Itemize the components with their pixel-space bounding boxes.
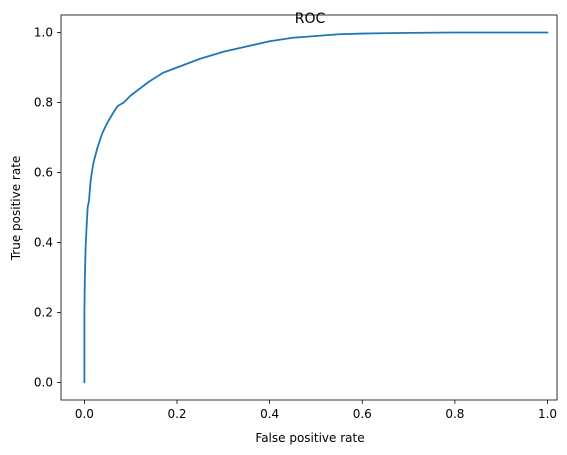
x-tick-label: 0.2 [167,407,186,421]
x-tick-label: 0.0 [75,407,94,421]
y-tick-label: 0.8 [34,96,53,110]
x-tick-label: 0.6 [353,407,372,421]
roc-curve-line [83,31,549,384]
x-axis-label: False positive rate [255,431,364,445]
x-tick-label: 0.4 [260,407,279,421]
y-tick-label: 0.0 [34,376,53,390]
y-tick-label: 0.6 [34,166,53,180]
y-tick-label: 1.0 [34,26,53,40]
y-tick-label: 0.2 [34,306,53,320]
y-axis-label: True positive rate [9,156,23,262]
chart-title: ROC [295,11,326,27]
ticks-layer: 0.0 0.2 0.4 0.6 0.8 1.0 0.0 0.2 0.4 0.6 0.8 1.0 [34,26,557,422]
plot-frame [60,14,558,401]
y-tick-label: 0.4 [34,236,53,250]
x-tick-label: 0.8 [445,407,464,421]
x-tick-label: 1.0 [538,407,557,421]
